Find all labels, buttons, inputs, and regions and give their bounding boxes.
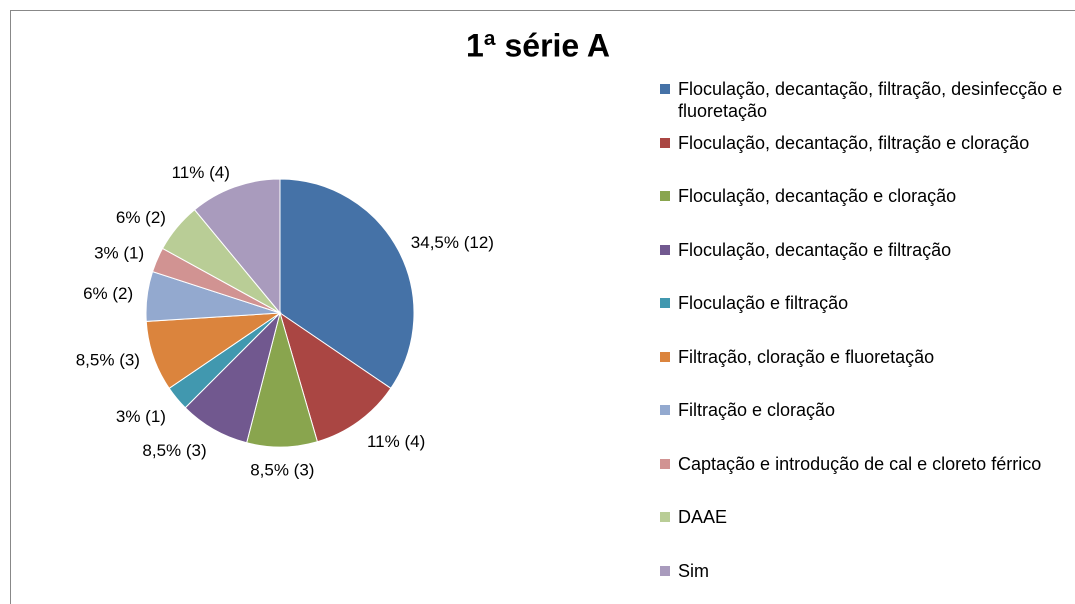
data-label: 11% (4) [367, 432, 425, 451]
legend-label: Floculação e filtração [678, 293, 849, 313]
pie-slice [279, 311, 392, 443]
legend-swatch [660, 191, 670, 201]
data-label: 8,5% (3) [250, 460, 314, 479]
legend-label: Floculação, decantação e cloração [678, 186, 957, 206]
legend-label: Floculação, decantação e filtração [678, 239, 952, 260]
legend-swatch [660, 137, 670, 148]
legend-label: Filtração, cloração e fluoretação [678, 346, 935, 367]
data-label: 6% (2) [83, 284, 133, 303]
legend-label: DAAE [678, 507, 728, 527]
data-label: 3% (1) [94, 244, 144, 263]
legend-swatch [660, 244, 670, 255]
legend-label: Floculação, decantação, filtração, desin… [678, 79, 1063, 121]
legend-swatch [660, 405, 670, 415]
legend-swatch [660, 512, 670, 522]
legend-label: Captação e introdução de cal e cloreto f… [678, 453, 1042, 474]
legend-swatch [660, 351, 670, 362]
data-label: 8,5% (3) [142, 441, 206, 460]
data-label: 8,5% (3) [76, 350, 140, 369]
data-label: 3% (1) [116, 407, 166, 426]
legend-swatch [660, 458, 670, 469]
chart-title: 1ª série A [466, 27, 610, 63]
data-label: 34,5% (12) [411, 233, 494, 252]
pie-slice [279, 178, 415, 390]
legend-label: Sim [678, 560, 709, 581]
pie-slice [193, 178, 281, 315]
legend-label: Floculação, decantação, filtração e clor… [678, 132, 1030, 153]
legend-swatch [660, 84, 670, 94]
legend-label: Filtração e cloração [678, 400, 836, 420]
data-label: 11% (4) [172, 163, 230, 182]
legend-swatch [660, 298, 670, 308]
legend-swatch [660, 565, 670, 576]
data-label: 6% (2) [116, 208, 166, 227]
